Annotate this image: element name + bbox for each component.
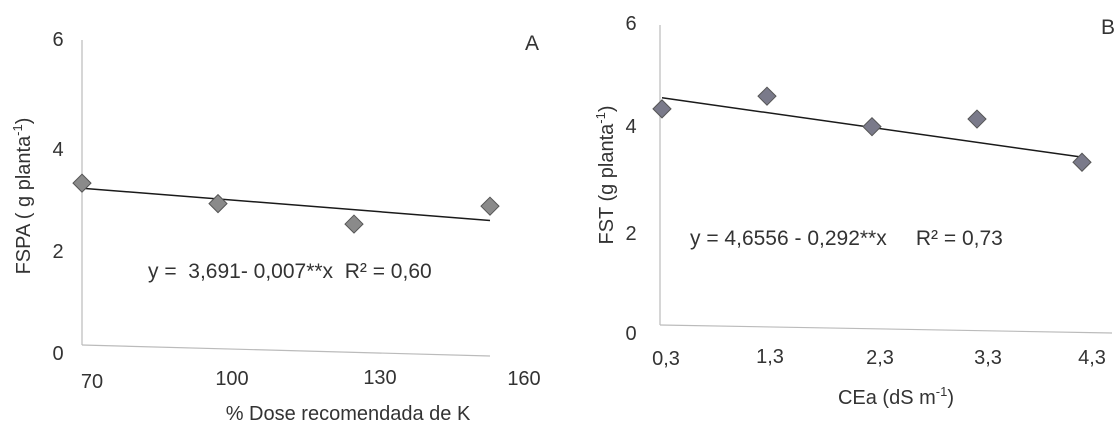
- chart-a-xtick-130: 130: [363, 367, 396, 389]
- chart-a-point-3: [344, 214, 364, 234]
- chart-a-xtick-160: 160: [507, 368, 540, 390]
- chart-a-y-label: FSPA ( g planta-1): [10, 118, 35, 275]
- chart-b-equation: y = 4,6556 - 0,292**x R² = 0,73: [690, 227, 1003, 250]
- chart-b-xtick-1-3: 1,3: [756, 346, 784, 368]
- chart-b: 0 2 4 6 0,3 1,3 2,3 3,3 4,3 CEa (dS m-1)…: [593, 13, 1115, 409]
- chart-b-x-axis: [659, 324, 1113, 334]
- chart-b-point-5: [1072, 152, 1092, 172]
- chart-a-ytick-0: 0: [52, 343, 63, 365]
- chart-a-xtick-100: 100: [215, 368, 248, 390]
- chart-a-ytick-2: 2: [52, 241, 63, 263]
- chart-b-point-2: [757, 86, 777, 106]
- chart-b-y-label: FST (g planta-1): [593, 105, 618, 244]
- chart-b-ytick-6: 6: [625, 13, 636, 35]
- chart-b-points: [652, 86, 1092, 172]
- chart-a-trendline: [81, 187, 491, 222]
- chart-a-point-4: [480, 196, 500, 216]
- chart-b-ytick-4: 4: [625, 116, 636, 138]
- chart-b-x-label: CEa (dS m-1): [838, 384, 954, 409]
- chart-a-point-2: [208, 193, 228, 214]
- chart-b-point-4: [967, 109, 987, 129]
- chart-b-point-3: [862, 116, 882, 137]
- chart-a-equation: y = 3,691- 0,007**x R² = 0,60: [148, 260, 432, 283]
- chart-b-xtick-3-3: 3,3: [974, 347, 1002, 369]
- chart-b-panel-label: B: [1101, 16, 1115, 39]
- chart-b-xtick-2-3: 2,3: [866, 347, 894, 369]
- chart-a-x-axis: [81, 344, 491, 357]
- chart-a-ytick-6: 6: [52, 29, 63, 51]
- chart-b-ytick-0: 0: [625, 323, 636, 345]
- chart-a-x-label: % Dose recomendada de K: [226, 403, 471, 425]
- chart-b-point-1: [652, 99, 672, 119]
- chart-b-xtick-0-3: 0,3: [652, 348, 680, 370]
- chart-b-ytick-2: 2: [625, 223, 636, 245]
- chart-a-xtick-70: 70: [81, 371, 103, 393]
- chart-a-point-1: [72, 173, 92, 193]
- chart-a: 0 2 4 6 70 100 130 160 % Dose recomendad…: [10, 29, 541, 425]
- chart-b-xtick-4-3: 4,3: [1078, 347, 1106, 369]
- chart-a-ytick-4: 4: [52, 139, 63, 161]
- chart-a-panel-label: A: [525, 32, 539, 55]
- chart-a-points: [72, 173, 500, 234]
